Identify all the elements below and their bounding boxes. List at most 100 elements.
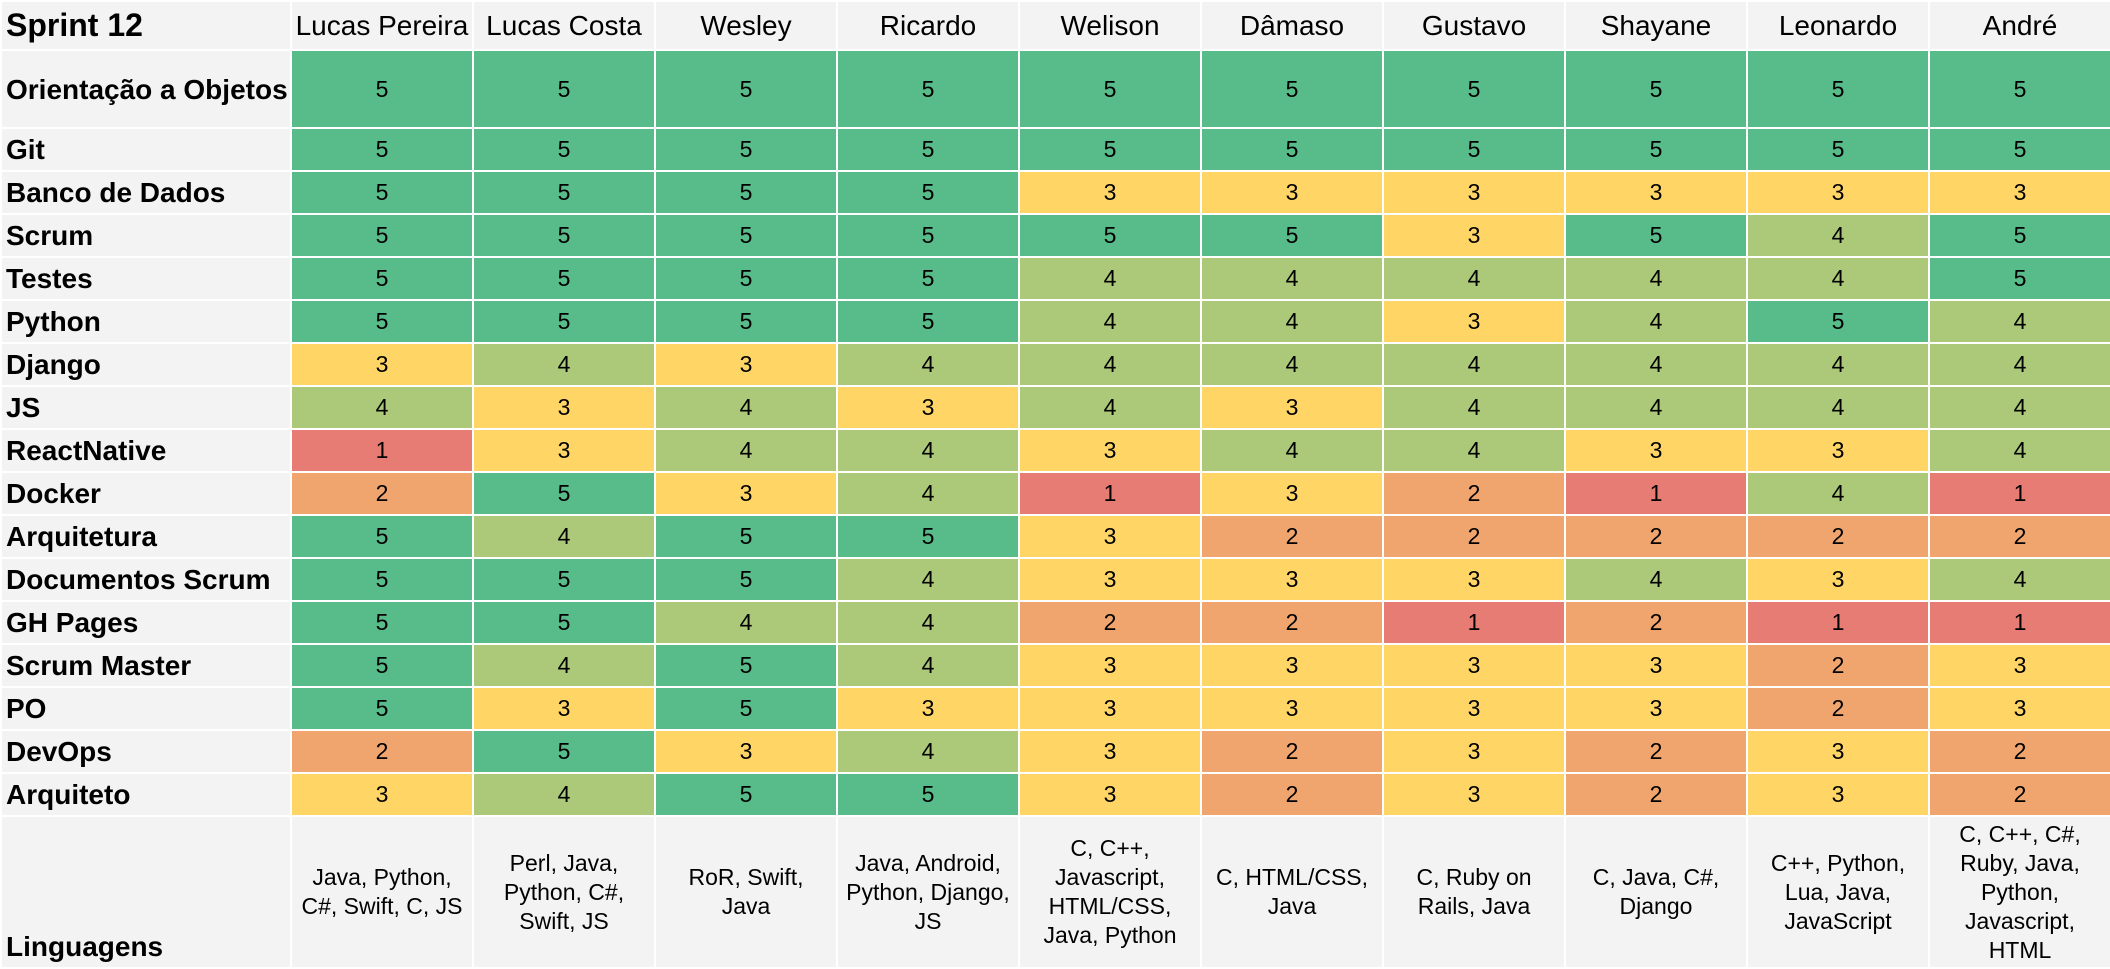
score-cell[interactable]: 3 [1200, 471, 1384, 516]
score-cell[interactable]: 1 [1928, 471, 2110, 516]
score-cell[interactable]: 5 [290, 686, 474, 731]
languages-cell[interactable]: C, C++, Javascript, HTML/CSS, Java, Python [1018, 815, 1202, 969]
score-cell[interactable]: 3 [1200, 385, 1384, 430]
score-cell[interactable]: 3 [1564, 643, 1748, 688]
score-cell[interactable]: 2 [1200, 600, 1384, 645]
column-header-5[interactable]: Welison [1018, 0, 1202, 51]
languages-cell[interactable]: RoR, Swift, Java [654, 815, 838, 969]
score-cell[interactable]: 3 [1018, 772, 1202, 817]
score-cell[interactable]: 3 [472, 428, 656, 473]
score-cell[interactable]: 3 [836, 686, 1020, 731]
score-cell[interactable]: 4 [1928, 385, 2110, 430]
score-cell[interactable]: 3 [1382, 213, 1566, 258]
score-cell[interactable]: 3 [1928, 686, 2110, 731]
score-cell[interactable]: 5 [472, 600, 656, 645]
column-header-8[interactable]: Shayane [1564, 0, 1748, 51]
score-cell[interactable]: 3 [1018, 557, 1202, 602]
skill-label[interactable]: Scrum [0, 213, 292, 258]
score-cell[interactable]: 4 [654, 428, 838, 473]
score-cell[interactable]: 3 [1018, 729, 1202, 774]
score-cell[interactable]: 3 [1746, 170, 1930, 215]
score-cell[interactable]: 4 [1928, 557, 2110, 602]
score-cell[interactable]: 5 [1018, 213, 1202, 258]
score-cell[interactable]: 5 [654, 643, 838, 688]
score-cell[interactable]: 4 [836, 600, 1020, 645]
score-cell[interactable]: 5 [654, 686, 838, 731]
score-cell[interactable]: 3 [1746, 772, 1930, 817]
score-cell[interactable]: 5 [1746, 49, 1930, 129]
score-cell[interactable]: 4 [1746, 471, 1930, 516]
score-cell[interactable]: 4 [1382, 342, 1566, 387]
column-header-4[interactable]: Ricardo [836, 0, 1020, 51]
score-cell[interactable]: 2 [1200, 514, 1384, 559]
score-cell[interactable]: 3 [1018, 643, 1202, 688]
score-cell[interactable]: 5 [1564, 213, 1748, 258]
score-cell[interactable]: 5 [1746, 299, 1930, 344]
score-cell[interactable]: 2 [1382, 471, 1566, 516]
score-cell[interactable]: 5 [290, 557, 474, 602]
score-cell[interactable]: 4 [472, 643, 656, 688]
score-cell[interactable]: 4 [654, 385, 838, 430]
column-header-3[interactable]: Wesley [654, 0, 838, 51]
score-cell[interactable]: 2 [1018, 600, 1202, 645]
score-cell[interactable]: 3 [1200, 170, 1384, 215]
score-cell[interactable]: 4 [1018, 342, 1202, 387]
score-cell[interactable]: 5 [836, 256, 1020, 301]
skill-label[interactable]: Orientação a Objetos [0, 49, 292, 129]
score-cell[interactable]: 5 [290, 170, 474, 215]
score-cell[interactable]: 2 [1928, 729, 2110, 774]
score-cell[interactable]: 4 [1018, 256, 1202, 301]
languages-cell[interactable]: Perl, Java, Python, C#, Swift, JS [472, 815, 656, 969]
score-cell[interactable]: 5 [1382, 49, 1566, 129]
skill-label[interactable]: Arquitetura [0, 514, 292, 559]
score-cell[interactable]: 5 [836, 49, 1020, 129]
score-cell[interactable]: 4 [472, 514, 656, 559]
score-cell[interactable]: 4 [1928, 428, 2110, 473]
score-cell[interactable]: 4 [1564, 385, 1748, 430]
score-cell[interactable]: 2 [1200, 729, 1384, 774]
score-cell[interactable]: 4 [1200, 256, 1384, 301]
score-cell[interactable]: 5 [290, 127, 474, 172]
score-cell[interactable]: 4 [1564, 256, 1748, 301]
score-cell[interactable]: 4 [1564, 299, 1748, 344]
score-cell[interactable]: 5 [472, 213, 656, 258]
score-cell[interactable]: 4 [1746, 385, 1930, 430]
score-cell[interactable]: 4 [1382, 428, 1566, 473]
score-cell[interactable]: 3 [1382, 686, 1566, 731]
score-cell[interactable]: 2 [1928, 514, 2110, 559]
skill-label[interactable]: Scrum Master [0, 643, 292, 688]
score-cell[interactable]: 5 [290, 49, 474, 129]
score-cell[interactable]: 3 [654, 729, 838, 774]
score-cell[interactable]: 4 [1200, 299, 1384, 344]
score-cell[interactable]: 3 [1200, 557, 1384, 602]
score-cell[interactable]: 3 [1564, 170, 1748, 215]
column-header-6[interactable]: Dâmaso [1200, 0, 1384, 51]
skill-label[interactable]: Git [0, 127, 292, 172]
score-cell[interactable]: 5 [472, 557, 656, 602]
score-cell[interactable]: 5 [654, 49, 838, 129]
score-cell[interactable]: 2 [1564, 514, 1748, 559]
sheet-title[interactable]: Sprint 12 [0, 0, 292, 51]
score-cell[interactable]: 3 [1382, 557, 1566, 602]
score-cell[interactable]: 2 [290, 471, 474, 516]
skill-label[interactable]: Python [0, 299, 292, 344]
score-cell[interactable]: 1 [1018, 471, 1202, 516]
score-cell[interactable]: 5 [1928, 49, 2110, 129]
score-cell[interactable]: 5 [290, 514, 474, 559]
score-cell[interactable]: 5 [836, 772, 1020, 817]
score-cell[interactable]: 4 [654, 600, 838, 645]
languages-cell[interactable]: Java, Python, C#, Swift, C, JS [290, 815, 474, 969]
score-cell[interactable]: 5 [472, 127, 656, 172]
score-cell[interactable]: 3 [654, 471, 838, 516]
score-cell[interactable]: 5 [472, 729, 656, 774]
score-cell[interactable]: 4 [836, 471, 1020, 516]
languages-cell[interactable]: C++, Python, Lua, Java, JavaScript [1746, 815, 1930, 969]
score-cell[interactable]: 3 [1928, 643, 2110, 688]
skill-label[interactable]: Django [0, 342, 292, 387]
score-cell[interactable]: 3 [1564, 428, 1748, 473]
score-cell[interactable]: 3 [1200, 643, 1384, 688]
score-cell[interactable]: 3 [1928, 170, 2110, 215]
score-cell[interactable]: 5 [290, 213, 474, 258]
score-cell[interactable]: 3 [1564, 686, 1748, 731]
score-cell[interactable]: 5 [472, 471, 656, 516]
